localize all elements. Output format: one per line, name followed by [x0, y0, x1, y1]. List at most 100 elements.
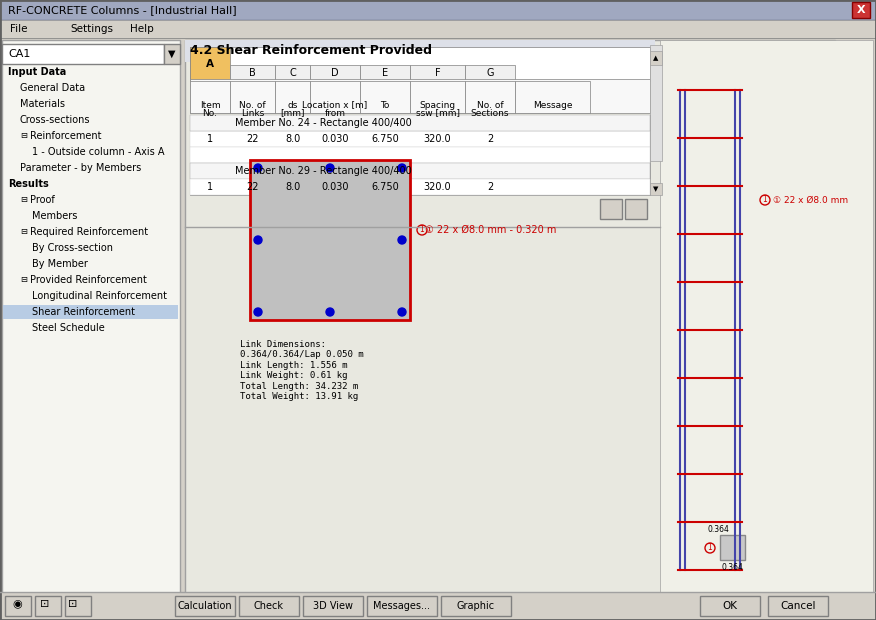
Text: RF-CONCRETE Columns - [Industrial Hall]: RF-CONCRETE Columns - [Industrial Hall]	[8, 5, 237, 15]
Text: F: F	[434, 68, 441, 78]
Text: Messages...: Messages...	[373, 601, 430, 611]
Text: 320.0: 320.0	[424, 182, 451, 192]
Text: B: B	[249, 68, 256, 78]
Text: Help: Help	[130, 24, 154, 34]
Text: Calculation: Calculation	[178, 601, 232, 611]
Bar	[185, 40, 835, 618]
Text: ▼: ▼	[653, 186, 659, 192]
Bar	[3, 305, 178, 319]
Text: 1: 1	[207, 134, 213, 144]
Bar	[360, 65, 410, 81]
Bar	[190, 163, 650, 179]
Bar	[5, 595, 29, 613]
Text: Settings: Settings	[70, 24, 113, 34]
Text: D: D	[331, 68, 339, 78]
Text: 1: 1	[708, 544, 712, 552]
Text: 6.750: 6.750	[371, 134, 399, 144]
Text: [mm]: [mm]	[280, 108, 305, 118]
Circle shape	[254, 164, 262, 172]
Bar	[515, 81, 590, 113]
Text: 1 - Outside column - Axis A: 1 - Outside column - Axis A	[32, 147, 165, 157]
Text: 320.0: 320.0	[424, 134, 451, 144]
Bar	[720, 535, 745, 560]
Text: Link Dimensions:
0.364/0.364/Lap 0.050 m
Link Length: 1.556 m
Link Weight: 0.61 : Link Dimensions: 0.364/0.364/Lap 0.050 m…	[240, 340, 364, 401]
Text: Reinforcement: Reinforcement	[30, 131, 102, 141]
Text: 1: 1	[420, 226, 424, 234]
Bar	[441, 596, 511, 616]
Text: 22: 22	[246, 134, 258, 144]
Text: OK: OK	[723, 601, 738, 611]
Text: 8.0: 8.0	[285, 134, 300, 144]
Text: ◉: ◉	[12, 599, 22, 609]
Text: Cross-sections: Cross-sections	[20, 115, 90, 125]
Bar	[2, 44, 164, 64]
Circle shape	[326, 164, 334, 172]
Bar	[600, 199, 622, 219]
Text: File: File	[10, 24, 27, 34]
Bar	[700, 596, 760, 616]
Bar	[164, 44, 180, 64]
Text: 0.030: 0.030	[321, 134, 349, 144]
Text: ⊡: ⊡	[40, 599, 50, 609]
Text: 1: 1	[763, 195, 767, 205]
Bar	[190, 79, 650, 113]
Text: No. of: No. of	[239, 100, 265, 110]
Text: Cancel: Cancel	[781, 601, 816, 611]
Text: ssw [mm]: ssw [mm]	[415, 108, 460, 118]
Bar	[230, 65, 275, 81]
Bar	[190, 147, 650, 163]
Text: 6.750: 6.750	[371, 182, 399, 192]
Text: 4.2 Shear Reinforcement Provided: 4.2 Shear Reinforcement Provided	[190, 45, 432, 58]
Text: 0.030: 0.030	[321, 182, 349, 192]
Text: E: E	[382, 68, 388, 78]
Bar	[852, 2, 870, 18]
Circle shape	[254, 308, 262, 316]
Bar	[61, 595, 85, 613]
Text: 2: 2	[487, 182, 493, 192]
Text: Sections: Sections	[470, 108, 509, 118]
Circle shape	[326, 308, 334, 316]
Text: Links: Links	[241, 108, 265, 118]
Text: No.: No.	[202, 108, 217, 118]
Bar	[303, 596, 363, 616]
Bar	[768, 596, 828, 616]
Text: from: from	[324, 108, 345, 118]
Bar	[230, 81, 275, 113]
Text: Location x [m]: Location x [m]	[302, 100, 368, 110]
Bar	[650, 45, 662, 161]
Bar	[190, 115, 650, 131]
Text: G: G	[486, 68, 494, 78]
Text: CA1: CA1	[8, 49, 31, 59]
Bar	[5, 596, 31, 616]
Bar	[35, 596, 61, 616]
Text: 8.0: 8.0	[285, 182, 300, 192]
Bar	[190, 179, 650, 195]
Text: Results: Results	[8, 179, 49, 189]
Text: General Data: General Data	[20, 83, 85, 93]
Text: Provided Reinforcement: Provided Reinforcement	[30, 275, 147, 285]
Text: To: To	[380, 100, 390, 110]
Text: ⊟: ⊟	[20, 131, 27, 141]
Text: Input Data: Input Data	[8, 67, 67, 77]
Text: ds: ds	[287, 100, 298, 110]
Bar	[650, 183, 662, 195]
Text: ⊟: ⊟	[20, 275, 27, 285]
Text: 22: 22	[246, 182, 258, 192]
Text: By Cross-section: By Cross-section	[32, 243, 113, 253]
Bar	[250, 160, 410, 320]
Text: 1: 1	[207, 182, 213, 192]
Bar	[190, 81, 230, 113]
Text: Required Reinforcement: Required Reinforcement	[30, 227, 148, 237]
Bar	[239, 596, 299, 616]
Bar	[33, 595, 57, 613]
Text: ⊡: ⊡	[68, 599, 78, 609]
Text: Longitudinal Reinforcement: Longitudinal Reinforcement	[32, 291, 167, 301]
Text: Member No. 24 - Rectangle 400/400: Member No. 24 - Rectangle 400/400	[235, 118, 412, 128]
Circle shape	[398, 308, 406, 316]
Text: Parameter - by Members: Parameter - by Members	[20, 163, 141, 173]
Text: 0.364: 0.364	[707, 526, 729, 534]
Bar	[660, 40, 873, 618]
Bar	[275, 65, 310, 81]
Text: ① 22 x Ø8.0 mm - 0.320 m: ① 22 x Ø8.0 mm - 0.320 m	[425, 225, 556, 235]
Text: X: X	[857, 5, 865, 15]
